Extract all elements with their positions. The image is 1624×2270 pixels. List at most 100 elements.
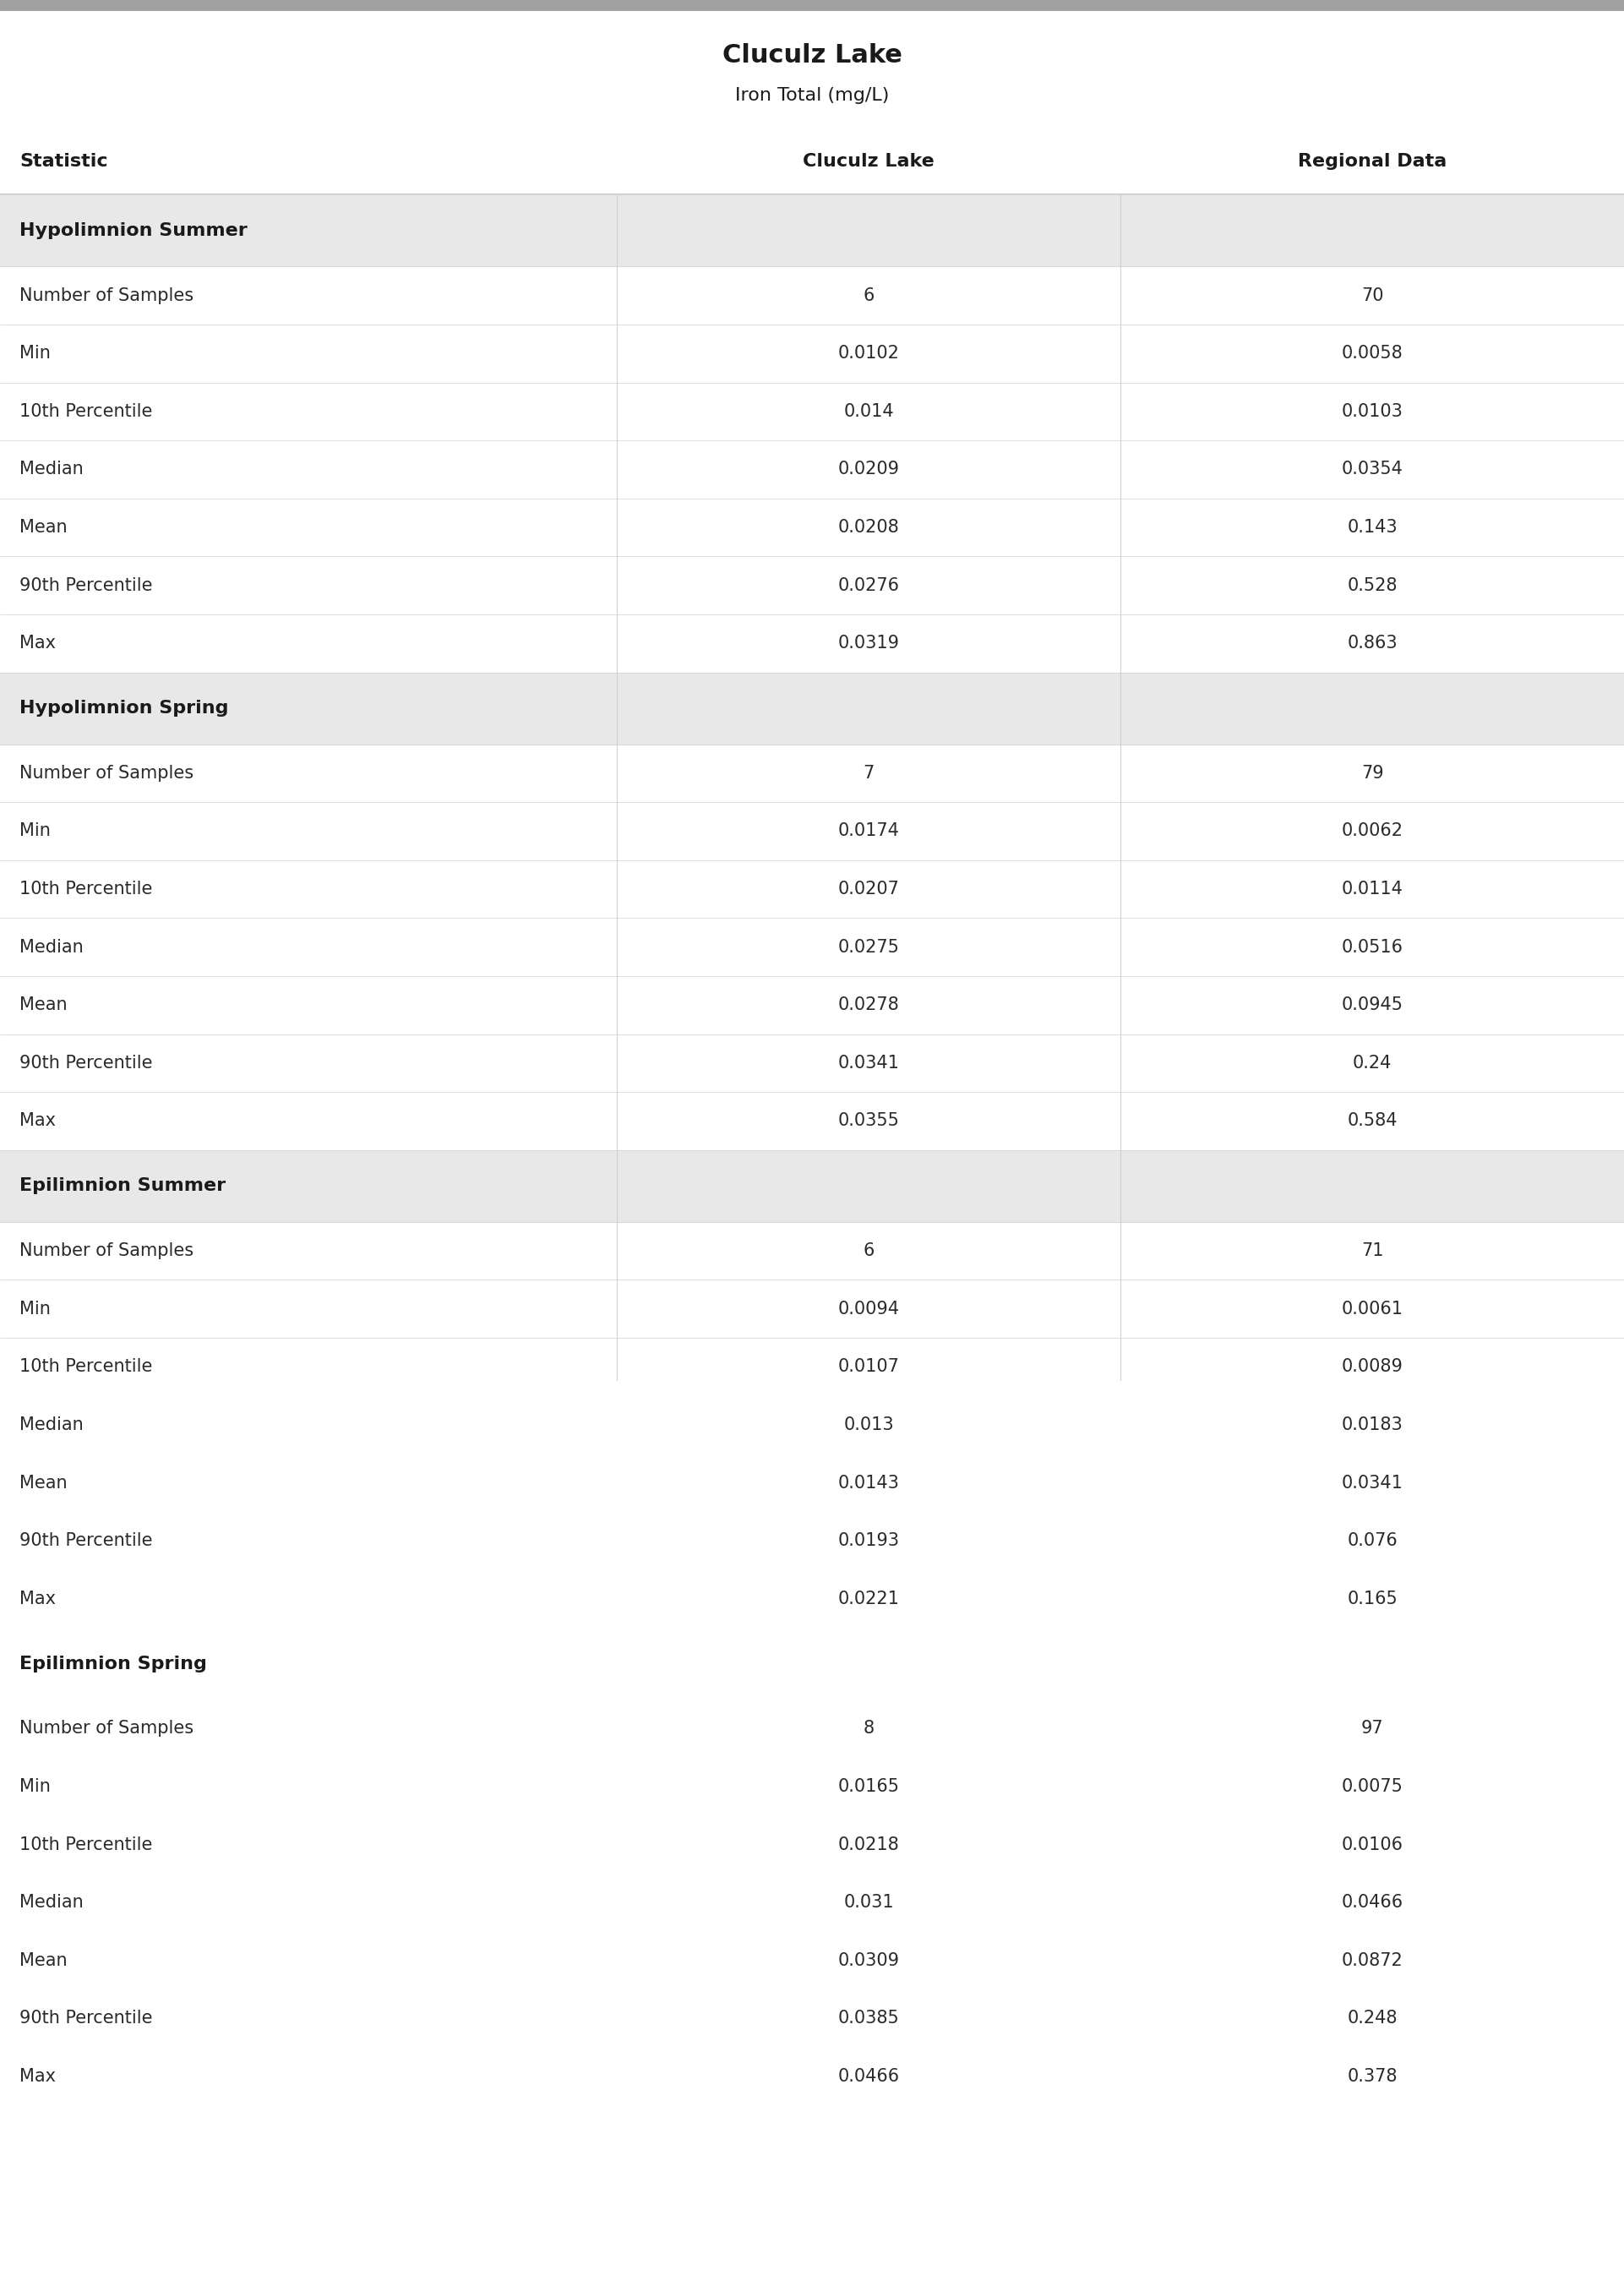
- Text: 0.0114: 0.0114: [1341, 881, 1403, 897]
- Text: 0.0062: 0.0062: [1341, 822, 1403, 840]
- FancyBboxPatch shape: [0, 1453, 1624, 1512]
- FancyBboxPatch shape: [0, 672, 1624, 745]
- Text: Min: Min: [19, 822, 50, 840]
- Text: 6: 6: [864, 1242, 874, 1260]
- Text: 0.248: 0.248: [1348, 2009, 1397, 2027]
- Text: Number of Samples: Number of Samples: [19, 765, 193, 781]
- Text: 0.0355: 0.0355: [838, 1112, 900, 1130]
- Text: Number of Samples: Number of Samples: [19, 1242, 193, 1260]
- Text: Mean: Mean: [19, 1952, 67, 1968]
- Text: 0.165: 0.165: [1346, 1591, 1398, 1607]
- Text: 0.0309: 0.0309: [838, 1952, 900, 1968]
- FancyBboxPatch shape: [0, 1035, 1624, 1092]
- FancyBboxPatch shape: [0, 195, 1624, 266]
- Text: 97: 97: [1361, 1721, 1384, 1737]
- Text: 0.076: 0.076: [1346, 1532, 1398, 1548]
- Text: 0.0107: 0.0107: [838, 1357, 900, 1376]
- Text: 0.0516: 0.0516: [1341, 940, 1403, 956]
- Text: 0.24: 0.24: [1353, 1056, 1392, 1071]
- Text: 0.0354: 0.0354: [1341, 461, 1403, 479]
- Text: 0.0221: 0.0221: [838, 1591, 900, 1607]
- Text: Number of Samples: Number of Samples: [19, 1721, 193, 1737]
- Text: 0.0075: 0.0075: [1341, 1777, 1403, 1796]
- FancyBboxPatch shape: [0, 0, 1624, 11]
- Text: 10th Percentile: 10th Percentile: [19, 881, 153, 897]
- Text: 0.0341: 0.0341: [838, 1056, 900, 1071]
- Text: 0.584: 0.584: [1348, 1112, 1397, 1130]
- Text: 70: 70: [1361, 286, 1384, 304]
- Text: Epilimnion Summer: Epilimnion Summer: [19, 1178, 226, 1194]
- Text: Number of Samples: Number of Samples: [19, 286, 193, 304]
- Text: 10th Percentile: 10th Percentile: [19, 1357, 153, 1376]
- Text: 0.0165: 0.0165: [838, 1777, 900, 1796]
- FancyBboxPatch shape: [0, 129, 1624, 195]
- FancyBboxPatch shape: [0, 1989, 1624, 2048]
- FancyBboxPatch shape: [0, 615, 1624, 672]
- Text: Statistic: Statistic: [19, 152, 107, 170]
- Text: Median: Median: [19, 461, 83, 479]
- FancyBboxPatch shape: [0, 976, 1624, 1035]
- FancyBboxPatch shape: [0, 1873, 1624, 1932]
- Text: 7: 7: [864, 765, 874, 781]
- Text: Median: Median: [19, 1416, 83, 1432]
- Text: 0.031: 0.031: [843, 1893, 895, 1911]
- Text: Mean: Mean: [19, 1473, 67, 1491]
- FancyBboxPatch shape: [0, 1700, 1624, 1757]
- Text: Max: Max: [19, 1591, 55, 1607]
- Text: Min: Min: [19, 345, 50, 361]
- Text: Max: Max: [19, 636, 55, 651]
- Text: 0.0094: 0.0094: [838, 1301, 900, 1317]
- FancyBboxPatch shape: [0, 745, 1624, 801]
- Text: 90th Percentile: 90th Percentile: [19, 1532, 153, 1548]
- Text: 0.0207: 0.0207: [838, 881, 900, 897]
- Text: 0.0208: 0.0208: [838, 520, 900, 536]
- Text: 71: 71: [1361, 1242, 1384, 1260]
- Text: 90th Percentile: 90th Percentile: [19, 2009, 153, 2027]
- Text: 0.013: 0.013: [843, 1416, 895, 1432]
- Text: 0.0218: 0.0218: [838, 1836, 900, 1852]
- FancyBboxPatch shape: [0, 1337, 1624, 1396]
- Text: Median: Median: [19, 940, 83, 956]
- Text: Mean: Mean: [19, 520, 67, 536]
- FancyBboxPatch shape: [0, 381, 1624, 440]
- Text: 0.0143: 0.0143: [838, 1473, 900, 1491]
- Text: Cluculz Lake: Cluculz Lake: [723, 43, 901, 68]
- Text: Min: Min: [19, 1777, 50, 1796]
- Text: 0.014: 0.014: [843, 404, 895, 420]
- FancyBboxPatch shape: [0, 1816, 1624, 1873]
- Text: Cluculz Lake: Cluculz Lake: [802, 152, 935, 170]
- Text: 90th Percentile: 90th Percentile: [19, 1056, 153, 1071]
- FancyBboxPatch shape: [0, 1932, 1624, 1989]
- Text: Hypolimnion Spring: Hypolimnion Spring: [19, 699, 229, 717]
- FancyBboxPatch shape: [0, 440, 1624, 499]
- Text: 0.0466: 0.0466: [1341, 1893, 1403, 1911]
- FancyBboxPatch shape: [0, 1396, 1624, 1453]
- Text: Median: Median: [19, 1893, 83, 1911]
- Text: 90th Percentile: 90th Percentile: [19, 577, 153, 595]
- Text: 10th Percentile: 10th Percentile: [19, 1836, 153, 1852]
- Text: 0.0466: 0.0466: [838, 2068, 900, 2084]
- Text: Regional Data: Regional Data: [1298, 152, 1447, 170]
- Text: 0.143: 0.143: [1346, 520, 1398, 536]
- Text: 0.0945: 0.0945: [1341, 997, 1403, 1012]
- Text: 0.0183: 0.0183: [1341, 1416, 1403, 1432]
- Text: 79: 79: [1361, 765, 1384, 781]
- Text: 0.0209: 0.0209: [838, 461, 900, 479]
- FancyBboxPatch shape: [0, 1280, 1624, 1337]
- Text: Min: Min: [19, 1301, 50, 1317]
- FancyBboxPatch shape: [0, 1757, 1624, 1816]
- Text: 0.0341: 0.0341: [1341, 1473, 1403, 1491]
- Text: 0.0275: 0.0275: [838, 940, 900, 956]
- FancyBboxPatch shape: [0, 499, 1624, 556]
- FancyBboxPatch shape: [0, 860, 1624, 917]
- FancyBboxPatch shape: [0, 801, 1624, 860]
- Text: 6: 6: [864, 286, 874, 304]
- Text: 0.863: 0.863: [1346, 636, 1398, 651]
- Text: 0.0174: 0.0174: [838, 822, 900, 840]
- Text: 0.0278: 0.0278: [838, 997, 900, 1012]
- Text: 0.0102: 0.0102: [838, 345, 900, 361]
- FancyBboxPatch shape: [0, 917, 1624, 976]
- Text: 0.0276: 0.0276: [838, 577, 900, 595]
- Text: Mean: Mean: [19, 997, 67, 1012]
- FancyBboxPatch shape: [0, 1221, 1624, 1280]
